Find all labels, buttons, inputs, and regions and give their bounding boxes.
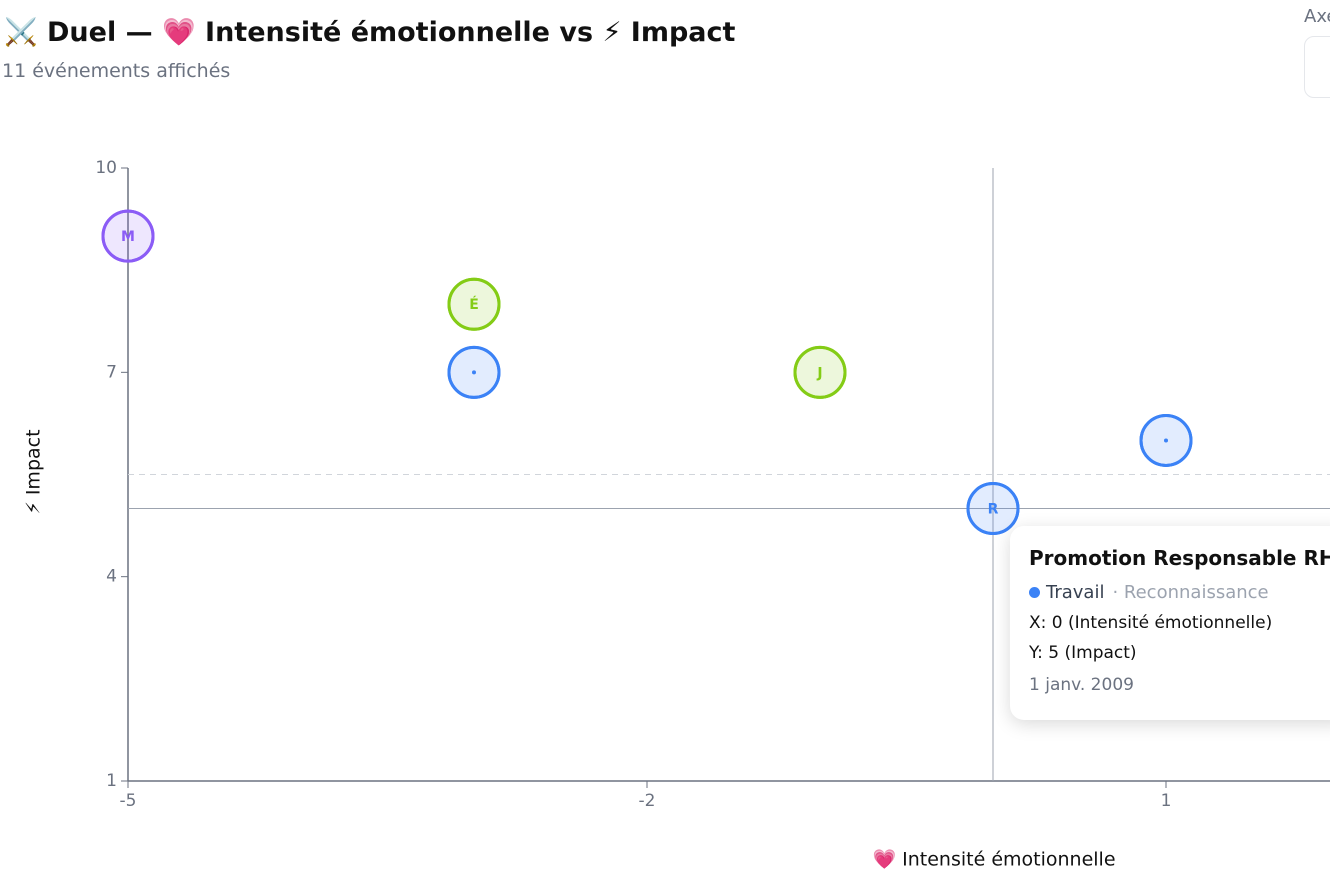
axis-select[interactable] [1304, 36, 1330, 98]
point-center [472, 370, 476, 375]
tooltip-category: Travail [1046, 582, 1105, 603]
title: ⚔️ Duel — 💗 Intensité émotionnelle vs ⚡ … [4, 17, 736, 48]
y-tick-label: 4 [106, 567, 117, 587]
axis-control-label: Axe [1304, 6, 1330, 27]
y-name: (Impact) [1064, 643, 1137, 663]
y-axis-label: ⚡ Impact [23, 429, 45, 514]
point-outline [1139, 413, 1193, 467]
tooltip-date: 1 janv. 2009 [1029, 675, 1134, 695]
x-value: 0 [1051, 613, 1063, 633]
point-outline [966, 482, 1020, 536]
category-dot [1029, 587, 1040, 598]
x-axis-label: 💗 Intensité émotionnelle [872, 849, 1115, 871]
y-prefix: Y: [1029, 643, 1043, 663]
point-center [1164, 438, 1168, 443]
y-tick-label: 10 [95, 158, 117, 178]
tooltip-x: X: 0 (Intensité émotionnelle) [1029, 613, 1330, 633]
x-name: (Intensité émotionnelle) [1068, 613, 1273, 633]
tooltip-category-row: Travail · Reconnaissance [1029, 582, 1330, 603]
point-outline [447, 345, 501, 399]
point-label: M [121, 229, 135, 245]
point-label: J [816, 365, 822, 381]
point-outline [101, 209, 155, 263]
tooltip-y: Y: 5 (Impact) [1029, 643, 1330, 663]
x-tick-label: -2 [639, 791, 656, 811]
y-tick-label: 7 [106, 362, 117, 382]
x-tick-label: -5 [120, 791, 137, 811]
y-value: 5 [1048, 643, 1060, 663]
point-outline [793, 345, 847, 399]
y-tick-label: 1 [106, 771, 117, 791]
tooltip-subcategory: · Reconnaissance [1112, 582, 1269, 603]
subtitle: 11 événements affichés [2, 60, 231, 82]
point-outline [447, 277, 501, 331]
point-label: R [988, 502, 999, 518]
tooltip-title: Promotion Responsable RH [1029, 546, 1330, 570]
tooltip: Promotion Responsable RH Travail · Reconn… [1010, 526, 1330, 720]
point-label: É [469, 296, 479, 313]
x-prefix: X: [1029, 613, 1047, 633]
x-tick-label: 1 [1161, 791, 1172, 811]
